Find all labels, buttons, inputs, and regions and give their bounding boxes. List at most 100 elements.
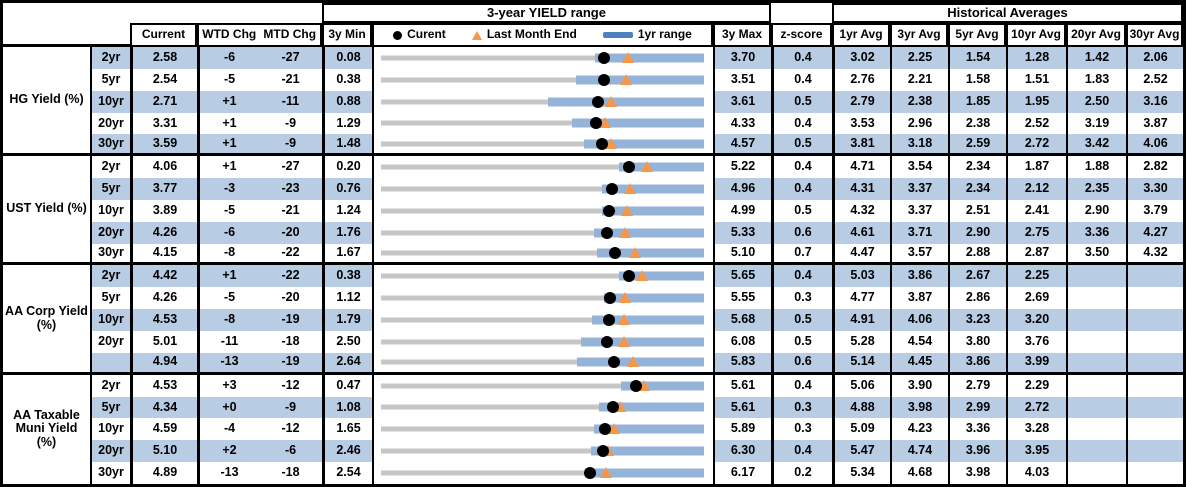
yield-range-chart <box>372 462 713 484</box>
cell-30yr-avg <box>1126 396 1183 419</box>
cell-wtd-chg: +1 <box>197 134 259 157</box>
cell-20yr-avg: 2.35 <box>1066 178 1126 200</box>
cell-1yr-avg: 4.91 <box>832 309 890 331</box>
row-group-label: AA Corp Yield (%) <box>3 265 90 375</box>
cell-z-score: 0.6 <box>771 221 832 244</box>
cell-10yr-avg: 2.69 <box>1006 287 1066 310</box>
1yr-range-bar <box>602 206 704 216</box>
cell-current: 2.54 <box>130 68 197 91</box>
yield-range-chart <box>372 396 713 419</box>
tenor-label: 5yr <box>90 396 130 419</box>
cell-wtd-chg: -13 <box>197 462 259 484</box>
cell-30yr-avg <box>1126 265 1183 288</box>
yield-range-chart <box>372 112 713 135</box>
3y-range-track <box>381 186 704 192</box>
row-group-label: AA Taxable Muni Yield (%) <box>13 407 80 450</box>
cell-1yr-avg: 4.77 <box>832 287 890 310</box>
cell-5yr-avg: 1.58 <box>948 68 1006 91</box>
cell-1yr-avg: 5.06 <box>832 374 890 397</box>
legend-1yr-range: 1yr range <box>602 27 692 42</box>
cell-1yr-avg: 3.81 <box>832 134 890 157</box>
cell-10yr-avg: 3.20 <box>1006 309 1066 331</box>
cell-3y-min: 1.24 <box>322 199 372 222</box>
cell-5yr-avg: 1.54 <box>948 47 1006 69</box>
last-month-end-marker <box>619 73 632 85</box>
3y-range-track <box>381 273 704 279</box>
cell-current: 4.26 <box>130 287 197 310</box>
cell-30yr-avg: 4.32 <box>1126 243 1183 266</box>
cell-3y-min: 2.46 <box>322 440 372 463</box>
cell-current: 3.77 <box>130 178 197 200</box>
last-month-end-marker <box>618 292 631 304</box>
cell-30yr-avg: 3.16 <box>1126 90 1183 113</box>
cell-3y-max: 3.70 <box>713 47 771 69</box>
col-header-3y-max: 3y Max <box>713 23 771 47</box>
cell-20yr-avg <box>1066 418 1126 441</box>
tenor-label: 5yr <box>90 68 130 91</box>
current-marker <box>597 445 610 458</box>
cell-mtd-chg: -11 <box>259 90 322 113</box>
cell-30yr-avg: 2.82 <box>1126 156 1183 179</box>
col-header-3yr-avg: 3yr Avg <box>890 23 948 47</box>
1yr-range-bar <box>581 337 704 347</box>
chart-legend: Curent Last Month End 1yr range <box>372 23 713 47</box>
cell-5yr-avg: 2.99 <box>948 396 1006 419</box>
cell-10yr-avg: 2.75 <box>1006 221 1066 244</box>
yield-range-chart <box>372 178 713 200</box>
cell-3yr-avg: 2.21 <box>890 68 948 91</box>
cell-current: 4.15 <box>130 243 197 266</box>
cell-3yr-avg: 3.86 <box>890 265 948 288</box>
cell-10yr-avg: 3.28 <box>1006 418 1066 441</box>
cell-z-score: 0.3 <box>771 287 832 310</box>
cell-z-score: 0.7 <box>771 243 832 266</box>
cell-3yr-avg: 3.57 <box>890 243 948 266</box>
cell-30yr-avg: 4.27 <box>1126 221 1183 244</box>
cell-3y-max: 5.68 <box>713 309 771 331</box>
tenor-label: 20yr <box>90 440 130 463</box>
last-month-end-marker <box>600 467 613 479</box>
yield-range-title: 3-year YIELD range <box>322 3 771 23</box>
cell-wtd-chg: +1 <box>197 156 259 179</box>
current-marker <box>598 51 611 64</box>
cell-1yr-avg: 5.34 <box>832 462 890 484</box>
yield-range-chart <box>372 418 713 441</box>
cell-3y-min: 1.08 <box>322 396 372 419</box>
yield-table: 3-year YIELD range Historical Averages C… <box>3 3 1183 484</box>
cell-3y-min: 1.12 <box>322 287 372 310</box>
1yr-range-bar <box>577 357 704 367</box>
3y-range-track <box>381 359 704 365</box>
cell-3y-max: 5.22 <box>713 156 771 179</box>
col-header-30yr-avg: 30yr Avg <box>1126 23 1183 47</box>
cell-wtd-chg: -6 <box>197 221 259 244</box>
cell-wtd-chg: +1 <box>197 265 259 288</box>
cell-3y-min: 1.79 <box>322 309 372 331</box>
legend-1yr-range-label: 1yr range <box>637 27 692 42</box>
3y-range-track <box>381 404 704 410</box>
cell-10yr-avg: 2.25 <box>1006 265 1066 288</box>
header-spacer-left <box>3 3 130 47</box>
cell-3yr-avg: 3.71 <box>890 221 948 244</box>
1yr-range-bar <box>572 118 704 128</box>
cell-wtd-chg: -8 <box>197 243 259 266</box>
cell-wtd-chg: +2 <box>197 440 259 463</box>
cell-1yr-avg: 5.03 <box>832 265 890 288</box>
cell-30yr-avg: 2.52 <box>1126 68 1183 91</box>
cell-z-score: 0.5 <box>771 134 832 157</box>
cell-z-score: 0.4 <box>771 156 832 179</box>
3y-range-track <box>381 448 704 454</box>
cell-3y-min: 1.76 <box>322 221 372 244</box>
cell-30yr-avg: 3.87 <box>1126 112 1183 135</box>
3y-range-track <box>381 230 704 236</box>
cell-3yr-avg: 3.37 <box>890 199 948 222</box>
cell-5yr-avg: 3.96 <box>948 440 1006 463</box>
3y-range-track <box>381 339 704 345</box>
current-marker <box>603 204 616 217</box>
current-marker <box>601 335 614 348</box>
cell-current: 2.71 <box>130 90 197 113</box>
cell-1yr-avg: 4.88 <box>832 396 890 419</box>
header-spacer-zscore <box>771 3 832 23</box>
cell-5yr-avg: 1.85 <box>948 90 1006 113</box>
cell-5yr-avg: 2.90 <box>948 221 1006 244</box>
cell-3yr-avg: 3.37 <box>890 178 948 200</box>
cell-z-score: 0.4 <box>771 112 832 135</box>
